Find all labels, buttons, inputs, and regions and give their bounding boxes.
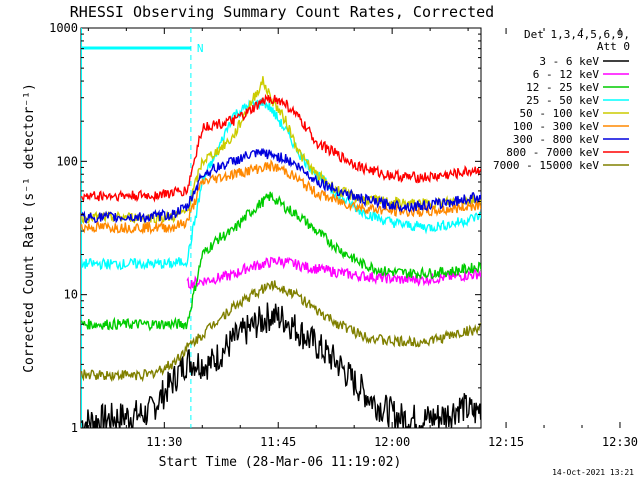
legend-header: Det 1,3,4,5,6,9,: [524, 28, 630, 41]
x-tick-label: 11:30: [146, 435, 182, 449]
series-line-7000-15000keV: [549, 277, 640, 379]
legend-label: 3 - 6 keV: [539, 55, 599, 68]
saa-label: S: [492, 35, 499, 48]
legend-label: 7000 - 15000 keV: [493, 159, 599, 172]
series-line-3-6keV: [549, 297, 640, 379]
x-tick-label: 12:00: [374, 435, 410, 449]
night-label: N: [197, 42, 204, 55]
series-line-25-50keV: [81, 97, 481, 271]
y-tick-label: 1000: [49, 21, 78, 35]
series-line-800-7000keV: [81, 93, 481, 203]
x-tick-label: 12:15: [488, 435, 524, 449]
y-tick-label: 1: [71, 421, 78, 435]
legend-label: 25 - 50 keV: [526, 94, 599, 107]
x-tick-label: 12:30: [602, 435, 638, 449]
y-tick-label: 100: [56, 154, 78, 168]
footer-date: 14-Oct-2021 13:21: [552, 468, 634, 477]
y-axis-label: Corrected Count Rate (s⁻¹ detector⁻¹): [22, 83, 37, 373]
series-line-25-50keV: [549, 159, 640, 268]
legend-label: 50 - 100 keV: [520, 107, 600, 120]
series-line-7000-15000keV: [81, 280, 481, 383]
series-line-6-12keV: [186, 256, 481, 291]
plot-area: NSF: [81, 28, 640, 428]
legend-label: 100 - 300 keV: [513, 120, 599, 133]
legend-label: 800 - 7000 keV: [506, 146, 599, 159]
legend-header: Att 0: [597, 40, 630, 53]
series-line-6-12keV: [549, 239, 640, 285]
legend-label: 6 - 12 keV: [533, 68, 600, 81]
series-line-12-25keV: [81, 191, 481, 332]
x-tick-label: 11:45: [260, 435, 296, 449]
chart-title: RHESSI Observing Summary Count Rates, Co…: [70, 3, 494, 21]
legend-label: 12 - 25 keV: [526, 81, 599, 94]
series-line-12-25keV: [549, 221, 640, 292]
series-line-3-6keV: [81, 302, 481, 428]
legend-label: 300 - 800 keV: [513, 133, 599, 146]
y-tick-label: 10: [64, 288, 78, 302]
x-axis-label: Start Time (28-Mar-06 11:19:02): [159, 455, 402, 470]
series-line-100-300keV: [81, 159, 481, 236]
y-axis: 1 10 100 1000 Corrected Count Rate (s⁻¹ dete…: [22, 21, 481, 435]
plot-frame: [80, 27, 482, 429]
series-line-300-800keV: [81, 147, 481, 224]
